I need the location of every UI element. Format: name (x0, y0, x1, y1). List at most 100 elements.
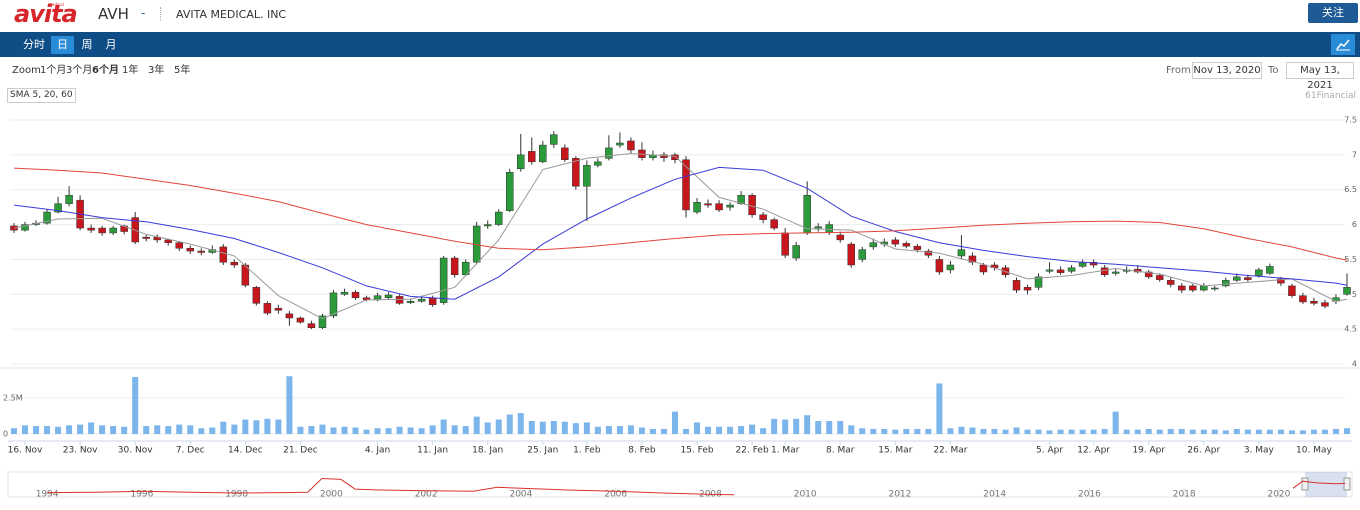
volume-bar (341, 426, 348, 434)
candle-body (1056, 269, 1065, 273)
candle-body (87, 227, 95, 231)
candle-body (186, 248, 195, 252)
candle-body (362, 297, 371, 301)
candle-body (329, 292, 338, 317)
chart-icon-button[interactable] (1331, 34, 1355, 55)
candle-body (1310, 301, 1318, 304)
volume-bar (275, 419, 282, 434)
zoom-option[interactable]: 1年 (122, 65, 139, 76)
chart-icon (1336, 39, 1350, 51)
company-name: AVITA MEDICAL. INC (176, 8, 287, 21)
x-tick-label: 12. Apr (1077, 446, 1110, 456)
nav-tick-label: 2020 (1267, 490, 1290, 500)
candle-body (98, 227, 106, 234)
volume-bar (638, 427, 645, 434)
zoom-option[interactable]: 3个月 (66, 65, 93, 76)
volume-bar (484, 422, 491, 434)
volume-bar (407, 427, 414, 434)
volume-bar (1233, 428, 1240, 434)
candle-body (1332, 297, 1340, 302)
volume-bar (848, 425, 855, 434)
y-tick-label: 4 (1352, 360, 1357, 369)
volume-bar (958, 426, 965, 434)
x-tick-label: 22. Mar (933, 446, 967, 456)
volume-bar (1277, 429, 1284, 434)
volume-bar (451, 425, 458, 434)
zoom-option[interactable]: 5年 (174, 65, 191, 76)
candle-body (792, 245, 800, 259)
candle-body (946, 264, 955, 271)
y-tick-label: 6 (1352, 220, 1357, 229)
follow-button[interactable]: 关注 (1308, 3, 1358, 23)
sma-line (13, 166, 1348, 300)
zoom-option[interactable]: 3年 (148, 65, 165, 76)
x-tick-label: 21. Dec (283, 446, 318, 456)
candle-body (1144, 271, 1153, 278)
y-tick-label: 5 (1352, 290, 1357, 299)
volume-bar (385, 428, 392, 434)
volume-bar (903, 428, 910, 434)
candle-body (263, 303, 272, 314)
tab[interactable]: 日 (51, 36, 74, 54)
volume-bar (1123, 429, 1130, 434)
volume-bar (121, 426, 128, 434)
candle-body (1266, 266, 1274, 274)
candle-body (131, 217, 139, 243)
navigator-handle[interactable] (1301, 477, 1309, 491)
zoom-option[interactable]: 1个月 (40, 65, 67, 76)
candle-body (1089, 261, 1098, 266)
from-date-input[interactable]: Nov 13, 2020 (1192, 62, 1262, 79)
candle-body (395, 296, 404, 304)
volume-bar (198, 428, 205, 434)
volume-bar (969, 427, 976, 434)
volume-bar (683, 428, 690, 434)
navigator (7, 471, 1353, 498)
candle-body (770, 219, 778, 229)
candle-body (384, 294, 393, 299)
volume-bar (308, 426, 315, 434)
volume-bar (1101, 428, 1108, 434)
volume-bar (936, 383, 943, 434)
tab[interactable]: 分时 (23, 38, 45, 51)
candle-body (164, 239, 172, 243)
tab[interactable]: 周 (81, 38, 93, 51)
x-tick-label: 14. Dec (228, 446, 263, 456)
candle-body (660, 154, 668, 158)
volume-bar (980, 428, 987, 434)
nav-tick-label: 2016 (1078, 490, 1101, 500)
candle-body (1277, 278, 1285, 284)
candle-body (21, 224, 29, 231)
candle-body (472, 225, 481, 263)
candle-body (803, 195, 811, 234)
zoom-option[interactable]: 6个月 (92, 65, 119, 76)
candle-body (1023, 287, 1032, 291)
y-tick-label: 7 (1352, 150, 1357, 159)
candle-body (1133, 268, 1142, 273)
to-date-input[interactable]: May 13, 2021 (1286, 62, 1354, 91)
volume-bar (330, 427, 337, 434)
y2-tick-label: 2.5M (3, 393, 23, 402)
volume-bar (462, 426, 469, 434)
nav-tick-label: 2012 (888, 490, 911, 500)
volume-bar (914, 428, 921, 434)
candle-body (671, 154, 679, 160)
candle-body (1155, 275, 1164, 280)
volume-bar (671, 411, 678, 434)
candle-body (439, 257, 448, 303)
navigator-handle[interactable] (1343, 477, 1351, 491)
volume-bar (88, 422, 95, 434)
x-tick-label: 15. Feb (680, 446, 713, 456)
candle-body (693, 202, 701, 213)
candle-body (561, 147, 569, 160)
x-tick-label: 1. Mar (771, 446, 800, 456)
x-tick-label: 8. Feb (628, 446, 656, 456)
volume-bar (506, 414, 513, 434)
candle-body (1222, 280, 1230, 287)
candle-body (494, 211, 503, 225)
tab[interactable]: 月 (105, 38, 117, 51)
volume-bar (1310, 429, 1317, 434)
x-tick-label: 4. Jan (365, 446, 390, 456)
candle-body (54, 203, 62, 213)
volume-bar (528, 421, 535, 434)
candle-body (924, 250, 933, 256)
